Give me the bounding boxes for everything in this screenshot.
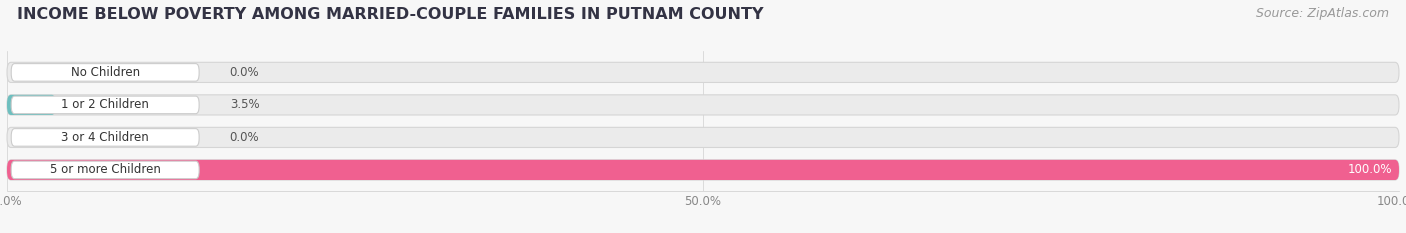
Text: 5 or more Children: 5 or more Children <box>49 163 160 176</box>
FancyBboxPatch shape <box>11 129 200 146</box>
FancyBboxPatch shape <box>11 161 200 179</box>
Text: 100.0%: 100.0% <box>1347 163 1392 176</box>
Text: INCOME BELOW POVERTY AMONG MARRIED-COUPLE FAMILIES IN PUTNAM COUNTY: INCOME BELOW POVERTY AMONG MARRIED-COUPL… <box>17 7 763 22</box>
FancyBboxPatch shape <box>7 62 1399 82</box>
Text: 3.5%: 3.5% <box>229 98 259 111</box>
FancyBboxPatch shape <box>11 96 200 114</box>
Text: No Children: No Children <box>70 66 139 79</box>
Text: 0.0%: 0.0% <box>229 131 259 144</box>
FancyBboxPatch shape <box>7 95 1399 115</box>
Text: 3 or 4 Children: 3 or 4 Children <box>62 131 149 144</box>
Text: 0.0%: 0.0% <box>229 66 259 79</box>
FancyBboxPatch shape <box>7 160 1399 180</box>
FancyBboxPatch shape <box>11 64 200 81</box>
Text: 1 or 2 Children: 1 or 2 Children <box>62 98 149 111</box>
FancyBboxPatch shape <box>7 127 1399 147</box>
Text: Source: ZipAtlas.com: Source: ZipAtlas.com <box>1256 7 1389 20</box>
FancyBboxPatch shape <box>7 95 56 115</box>
FancyBboxPatch shape <box>7 160 1399 180</box>
